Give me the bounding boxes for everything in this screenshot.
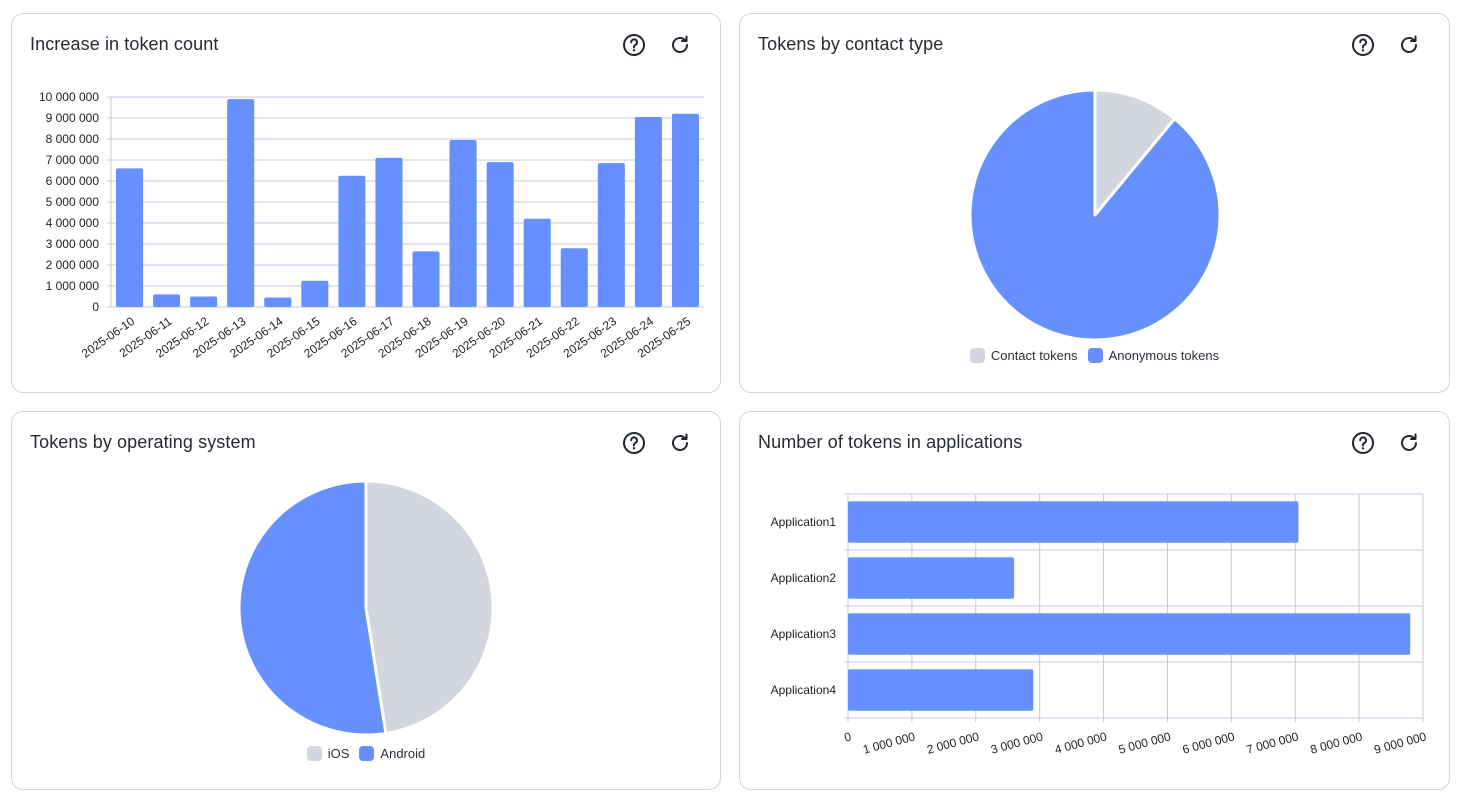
applications-card: 0 1 000 000 2 000 000 3 000 000 4 000 000 5 0… — [739, 411, 1450, 790]
y-tick-label: 9 000 000 — [46, 111, 100, 125]
y-tick-label: 10 000 000 — [39, 90, 99, 104]
pie-slice — [237, 479, 388, 737]
y-tick-label: 4 000 000 — [46, 216, 100, 230]
refresh-icon[interactable] — [668, 431, 692, 455]
contact-type-card: Tokens by contact type Contact tokens An… — [739, 13, 1450, 393]
y-tick-label: Application2 — [771, 571, 837, 585]
x-tick-label: 2 000 000 — [925, 729, 981, 756]
x-tick-label: 6 000 000 — [1181, 729, 1237, 756]
legend-swatch — [359, 746, 375, 761]
applications-chart: 0 1 000 000 2 000 000 3 000 000 4 000 000 5 0… — [771, 493, 1429, 757]
y-tick-label: Application1 — [771, 515, 837, 529]
y-tick-label: 7 000 000 — [46, 153, 100, 167]
bar — [848, 501, 1299, 543]
legend-item-android[interactable]: Android — [359, 746, 425, 761]
applications-title: Number of tokens in applications — [758, 432, 1023, 452]
y-tick-label: 3 000 000 — [46, 237, 100, 251]
bar — [190, 296, 218, 307]
y-tick-label: 5 000 000 — [46, 195, 100, 209]
legend-label: Anonymous tokens — [1108, 348, 1220, 363]
x-tick-label: 8 000 000 — [1309, 729, 1365, 756]
contact-type-title: Tokens by contact type — [758, 34, 944, 54]
bar — [560, 248, 588, 307]
y-tick-label: 1 000 000 — [46, 279, 100, 293]
legend-label: Android — [380, 746, 426, 761]
os-pie — [237, 479, 495, 737]
contact-type-legend: Contact tokens Anonymous tokens — [740, 348, 1449, 363]
legend-label: iOS — [327, 746, 350, 761]
pie-slice — [1093, 88, 1177, 217]
bar — [848, 613, 1411, 655]
contact-type-pie — [968, 88, 1222, 342]
legend-item-contact-tokens[interactable]: Contact tokens — [969, 348, 1078, 363]
bar — [523, 218, 551, 307]
bar — [486, 162, 514, 307]
token-increase-chart: 0 1 000 000 2 000 000 3 000 000 4 000 000 5 0… — [39, 90, 704, 361]
refresh-icon[interactable] — [668, 33, 692, 57]
legend-swatch — [969, 348, 985, 363]
bar — [412, 251, 440, 307]
bar — [264, 297, 292, 307]
help-circle-icon[interactable] — [1351, 33, 1375, 57]
help-circle-icon[interactable] — [1351, 431, 1375, 455]
help-circle-icon[interactable] — [622, 33, 646, 57]
token-increase-title: Increase in token count — [30, 34, 219, 54]
bar — [634, 116, 662, 307]
bar — [338, 175, 366, 307]
bar — [301, 280, 329, 307]
y-tick-label: Application4 — [771, 683, 837, 697]
legend-item-ios[interactable]: iOS — [306, 746, 350, 761]
y-tick-label: 0 — [92, 300, 99, 314]
x-tick-label: 3 000 000 — [989, 729, 1045, 756]
y-tick-label: Application3 — [771, 627, 837, 641]
bar — [848, 669, 1034, 711]
x-tick-label: 7 000 000 — [1245, 729, 1301, 756]
refresh-icon[interactable] — [1397, 33, 1421, 57]
bar — [848, 557, 1015, 599]
refresh-icon[interactable] — [1397, 431, 1421, 455]
bar — [449, 140, 477, 307]
bar — [116, 168, 144, 307]
x-tick-label: 4 000 000 — [1053, 729, 1109, 756]
bar — [227, 99, 255, 307]
bar — [375, 157, 403, 307]
os-legend: iOS Android — [12, 746, 720, 761]
pie-slice — [364, 479, 495, 735]
x-tick-label: 1 000 000 — [861, 729, 917, 756]
bar — [671, 113, 699, 307]
x-tick-label: 5 000 000 — [1117, 729, 1173, 756]
bar — [597, 163, 625, 307]
legend-item-anonymous-tokens[interactable]: Anonymous tokens — [1087, 348, 1220, 363]
y-tick-label: 2 000 000 — [46, 258, 100, 272]
help-circle-icon[interactable] — [622, 431, 646, 455]
legend-swatch — [1087, 348, 1103, 363]
token-increase-card: 0 1 000 000 2 000 000 3 000 000 4 000 000 5 0… — [11, 13, 721, 393]
os-title: Tokens by operating system — [30, 432, 256, 452]
x-tick-label: 0 — [843, 729, 853, 744]
os-card: Tokens by operating system iOS Android — [11, 411, 721, 790]
legend-label: Contact tokens — [990, 348, 1078, 363]
x-tick-label: 9 000 000 — [1373, 729, 1429, 756]
y-tick-label: 8 000 000 — [46, 132, 100, 146]
pie-slice — [968, 88, 1222, 342]
legend-swatch — [306, 746, 322, 761]
y-tick-label: 6 000 000 — [46, 174, 100, 188]
bar — [153, 294, 181, 307]
